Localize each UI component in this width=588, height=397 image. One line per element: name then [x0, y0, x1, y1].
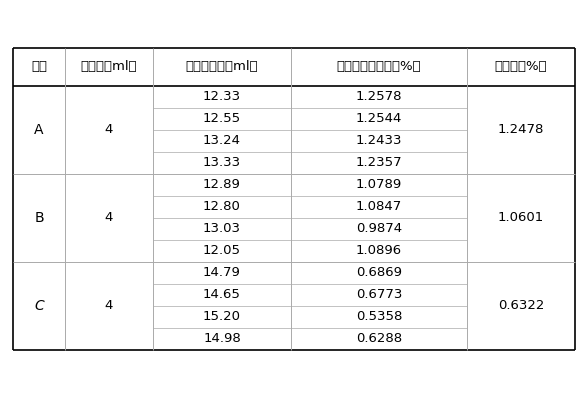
Text: 14.98: 14.98 — [203, 332, 241, 345]
Text: 1.2478: 1.2478 — [498, 123, 544, 136]
Text: 样品: 样品 — [31, 60, 47, 73]
Text: 4: 4 — [105, 299, 113, 312]
Text: 14.65: 14.65 — [203, 288, 241, 301]
Text: 13.33: 13.33 — [203, 156, 241, 169]
Text: 异硫氰酸酯含量（%）: 异硫氰酸酯含量（%） — [337, 60, 422, 73]
Text: 12.55: 12.55 — [203, 112, 241, 125]
Text: 1.2357: 1.2357 — [356, 156, 402, 169]
Text: 1.0601: 1.0601 — [498, 211, 544, 224]
Text: 1.2578: 1.2578 — [356, 90, 402, 103]
Text: 13.24: 13.24 — [203, 134, 241, 147]
Text: 0.6322: 0.6322 — [498, 299, 544, 312]
Text: 14.79: 14.79 — [203, 266, 241, 279]
Text: C: C — [34, 299, 44, 312]
Text: 0.6288: 0.6288 — [356, 332, 402, 345]
Text: 13.03: 13.03 — [203, 222, 241, 235]
Text: 1.2433: 1.2433 — [356, 134, 402, 147]
Text: 12.05: 12.05 — [203, 244, 241, 257]
Text: 0.6869: 0.6869 — [356, 266, 402, 279]
Text: 平均值（%）: 平均值（%） — [495, 60, 547, 73]
Text: 0.5358: 0.5358 — [356, 310, 402, 323]
Text: 1.0896: 1.0896 — [356, 244, 402, 257]
Text: 12.33: 12.33 — [203, 90, 241, 103]
Text: 12.80: 12.80 — [203, 200, 241, 213]
Text: 盐酸滴定值（ml）: 盐酸滴定值（ml） — [186, 60, 258, 73]
Text: 4: 4 — [105, 123, 113, 136]
Text: 15.20: 15.20 — [203, 310, 241, 323]
Text: 0.9874: 0.9874 — [356, 222, 402, 235]
Text: A: A — [34, 123, 44, 137]
Text: 1.0789: 1.0789 — [356, 178, 402, 191]
Text: 4: 4 — [105, 211, 113, 224]
Text: 取样量（ml）: 取样量（ml） — [81, 60, 138, 73]
Text: B: B — [34, 210, 44, 224]
Text: 0.6773: 0.6773 — [356, 288, 402, 301]
Text: 1.0847: 1.0847 — [356, 200, 402, 213]
Text: 12.89: 12.89 — [203, 178, 241, 191]
Text: 1.2544: 1.2544 — [356, 112, 402, 125]
